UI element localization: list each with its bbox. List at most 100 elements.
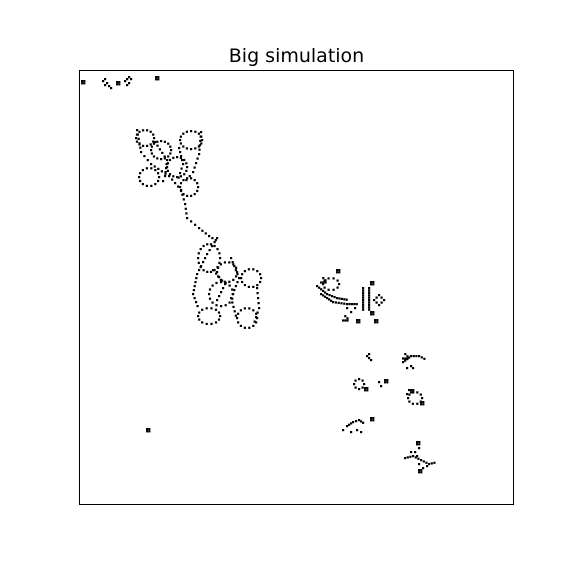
live-cell — [252, 268, 255, 271]
live-cell — [338, 283, 341, 286]
live-cell — [236, 271, 239, 274]
live-cell — [141, 183, 144, 186]
live-cell — [247, 268, 250, 271]
live-cell — [231, 297, 234, 300]
live-cell — [83, 82, 86, 85]
live-cell — [404, 353, 407, 356]
live-cell — [228, 284, 231, 287]
live-cell — [183, 173, 186, 176]
live-cell — [149, 143, 152, 146]
live-cell — [360, 420, 363, 423]
live-cell — [337, 301, 340, 304]
live-cell — [193, 297, 196, 300]
live-cell — [375, 296, 378, 299]
live-cell — [353, 303, 356, 306]
live-cell — [360, 431, 363, 434]
live-cell — [200, 131, 203, 134]
live-cell — [372, 283, 375, 286]
live-cell — [333, 296, 336, 299]
live-cell — [366, 355, 369, 358]
live-cell — [234, 269, 237, 272]
live-cell — [230, 297, 233, 300]
live-cell — [148, 428, 151, 431]
live-cell — [126, 78, 129, 81]
live-cell — [410, 391, 413, 394]
figure-title: Big simulation — [228, 45, 365, 67]
live-cell — [327, 277, 330, 280]
live-cell — [362, 299, 365, 302]
live-cell — [411, 402, 414, 405]
live-cell — [139, 146, 142, 149]
live-cell — [138, 176, 141, 179]
live-cell — [362, 287, 365, 290]
live-cell — [167, 155, 170, 158]
live-cell — [370, 417, 373, 420]
live-cell — [185, 130, 188, 133]
live-cell — [182, 132, 185, 135]
live-cell — [128, 76, 131, 79]
live-cell — [146, 129, 149, 132]
live-cell — [258, 307, 261, 310]
live-cell — [219, 257, 222, 260]
live-cell — [343, 298, 346, 301]
live-cell — [417, 457, 420, 460]
live-cell — [81, 82, 84, 85]
live-cell — [422, 401, 425, 404]
live-cell — [201, 229, 204, 232]
live-cell — [407, 397, 410, 400]
live-cell — [152, 155, 156, 158]
live-cell — [344, 315, 347, 318]
live-cell — [116, 81, 119, 84]
live-cell — [423, 357, 426, 360]
live-cell — [368, 291, 371, 294]
live-cell — [322, 277, 325, 280]
live-cell — [216, 237, 219, 240]
live-cell — [355, 420, 358, 423]
live-cell — [421, 397, 424, 400]
live-cell — [180, 155, 183, 158]
live-cell — [340, 297, 343, 300]
live-cell — [376, 321, 379, 324]
live-cell — [412, 355, 415, 358]
live-cell — [156, 157, 159, 160]
live-cell — [152, 140, 155, 143]
live-cell — [224, 283, 227, 286]
live-cell — [370, 359, 373, 362]
live-cell — [372, 419, 375, 422]
live-cell — [410, 365, 413, 368]
live-cell — [208, 249, 211, 252]
live-cell — [259, 273, 262, 276]
live-cell — [342, 319, 345, 322]
live-cell — [361, 386, 364, 389]
live-cell — [201, 139, 204, 142]
live-cell — [174, 182, 177, 185]
live-cell — [150, 145, 153, 148]
live-cell — [420, 469, 423, 472]
live-cell — [176, 176, 179, 179]
live-cell — [328, 298, 331, 301]
live-cell — [408, 389, 411, 392]
live-cell — [157, 78, 160, 81]
live-cell — [346, 319, 349, 322]
live-cell — [186, 194, 189, 197]
live-cell — [256, 311, 259, 314]
live-cell — [418, 469, 421, 472]
live-cell — [322, 283, 325, 286]
live-cell — [154, 141, 157, 144]
live-cell — [380, 296, 383, 299]
live-cell — [102, 80, 105, 83]
live-cell — [217, 311, 221, 314]
live-cell — [348, 423, 351, 426]
live-cell — [231, 288, 234, 291]
live-cell — [356, 321, 359, 324]
live-cell — [192, 293, 195, 296]
live-cell — [237, 312, 240, 315]
live-cell — [198, 148, 201, 151]
live-cell — [352, 421, 355, 424]
live-cell — [235, 266, 238, 269]
live-cell — [185, 169, 188, 172]
live-cell — [204, 232, 207, 235]
live-cell — [160, 140, 163, 143]
live-cell — [323, 279, 326, 282]
live-cell — [218, 295, 221, 298]
